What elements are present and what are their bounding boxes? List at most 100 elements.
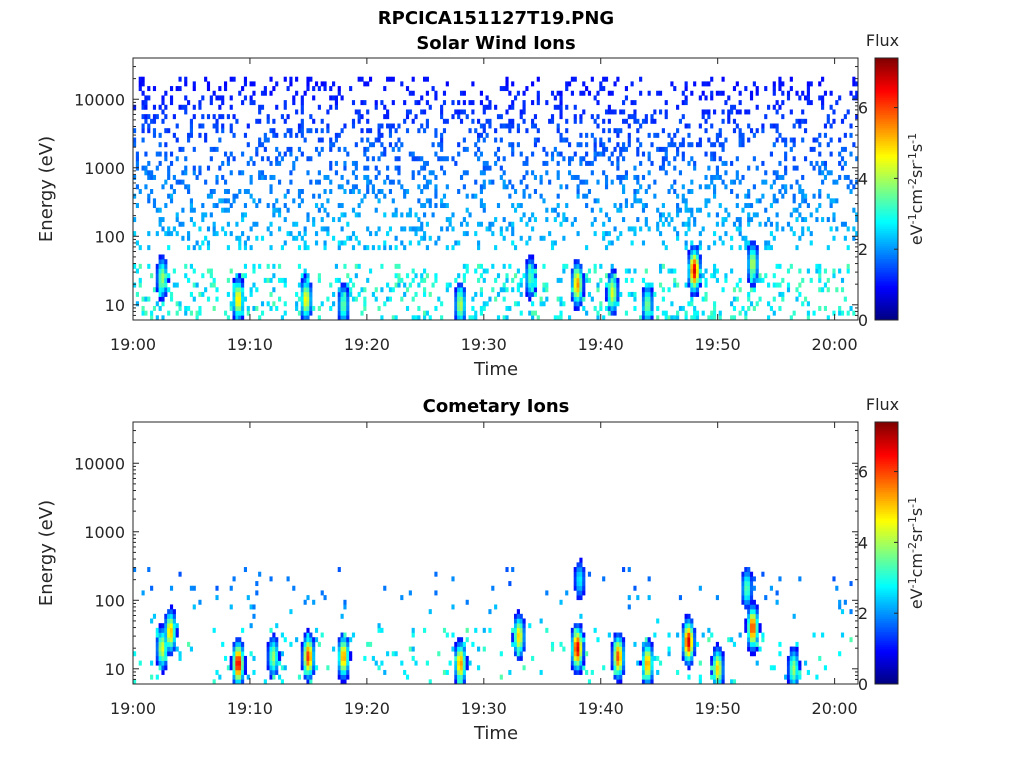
heatmap-cell (738, 245, 742, 251)
heatmap-cell (607, 217, 611, 223)
heatmap-cell (238, 660, 242, 666)
heatmap-cell (607, 301, 611, 307)
heatmap-cell (835, 179, 839, 185)
heatmap-cell (653, 291, 657, 297)
heatmap-cell (624, 310, 628, 316)
heatmap-cell (329, 137, 333, 143)
heatmap-cell (749, 585, 754, 591)
heatmap-cell (243, 245, 248, 251)
heatmap-cell (366, 245, 370, 251)
heatmap-cell (684, 618, 688, 624)
heatmap-cell (633, 305, 637, 311)
heatmap-cell (698, 95, 702, 101)
heatmap-cell (243, 203, 248, 209)
heatmap-cell (300, 315, 304, 321)
heatmap-cell (309, 646, 313, 652)
heatmap-cell (511, 142, 515, 148)
heatmap-cell (778, 651, 782, 657)
figure-title: RPCICA151127T19.PNG (378, 8, 614, 29)
heatmap-cell (423, 212, 427, 218)
heatmap-cell (565, 118, 569, 124)
heatmap-cell (647, 132, 651, 138)
heatmap-cell (755, 618, 759, 624)
heatmap-cell (713, 305, 717, 311)
heatmap-cell (300, 277, 304, 283)
heatmap-cell (573, 655, 577, 661)
colorbar-segment (875, 276, 898, 279)
colorbar-segment (875, 167, 898, 170)
heatmap-cell (357, 212, 361, 218)
colorbar-segment (875, 178, 898, 181)
heatmap-cell (789, 315, 793, 321)
heatmap-cell (741, 207, 745, 213)
colorbar-segment (875, 625, 898, 628)
heatmap-cell (414, 273, 418, 279)
heatmap-cell (494, 128, 498, 134)
heatmap-cell (522, 118, 526, 124)
colorbar-segment (875, 607, 898, 611)
heatmap-cell (238, 651, 242, 657)
heatmap-cell (496, 315, 501, 321)
heatmap-cell (417, 184, 421, 190)
heatmap-cell (158, 660, 162, 666)
heatmap-cell (334, 137, 338, 143)
heatmap-cell (579, 567, 583, 573)
heatmap-cell (658, 231, 663, 237)
colorbar-segment (875, 313, 898, 317)
colorbar-segment (875, 234, 898, 238)
heatmap-cell (687, 221, 691, 227)
heatmap-cell (775, 282, 779, 288)
heatmap-cell (752, 268, 756, 274)
heatmap-cell (309, 287, 313, 293)
heatmap-cell (678, 305, 683, 311)
heatmap-cell (306, 305, 310, 311)
heatmap-cell (587, 277, 592, 283)
heatmap-cell (519, 623, 523, 629)
heatmap-cell (855, 90, 859, 96)
colorbar-segment (875, 563, 898, 567)
heatmap-cell (482, 277, 486, 283)
heatmap-cell (445, 156, 449, 162)
heatmap-cell (280, 665, 284, 671)
heatmap-cell (727, 109, 731, 115)
heatmap-cell (169, 637, 174, 643)
heatmap-cell (641, 641, 646, 647)
heatmap-cell (579, 585, 583, 591)
heatmap-cell (724, 160, 728, 166)
heatmap-cell (405, 287, 410, 293)
heatmap-cell (579, 282, 583, 288)
heatmap-cell (653, 109, 657, 115)
heatmap-cell (459, 310, 464, 316)
heatmap-solar-wind (133, 76, 859, 321)
heatmap-cell (573, 296, 577, 302)
heatmap-cell (749, 576, 754, 582)
heatmap-cell (570, 277, 574, 283)
x-tick-label: 19:50 (695, 699, 741, 718)
heatmap-cell (300, 151, 304, 157)
heatmap-cell (332, 291, 336, 297)
heatmap-cell (755, 165, 759, 171)
heatmap-cell (593, 118, 597, 124)
heatmap-cell (622, 146, 626, 152)
heatmap-cell (809, 146, 813, 152)
colorbar-segment (875, 291, 898, 295)
colorbar-segment (875, 454, 898, 458)
heatmap-cell (155, 231, 159, 237)
heatmap-cell (465, 655, 469, 661)
heatmap-cell (698, 142, 702, 148)
heatmap-cell (272, 128, 276, 134)
heatmap-cell (531, 655, 535, 661)
heatmap-cell (755, 660, 759, 666)
heatmap-cell (428, 179, 432, 185)
heatmap-cell (494, 137, 498, 143)
heatmap-cell (343, 160, 347, 166)
heatmap-cell (451, 156, 455, 162)
heatmap-cell (752, 277, 756, 283)
heatmap-cell (732, 287, 737, 293)
colorbar-segment (875, 489, 898, 493)
heatmap-cell (363, 655, 367, 661)
heatmap-cell (411, 170, 415, 176)
heatmap-cell (607, 109, 611, 115)
heatmap-cell (346, 151, 350, 157)
heatmap-cell (579, 557, 583, 563)
